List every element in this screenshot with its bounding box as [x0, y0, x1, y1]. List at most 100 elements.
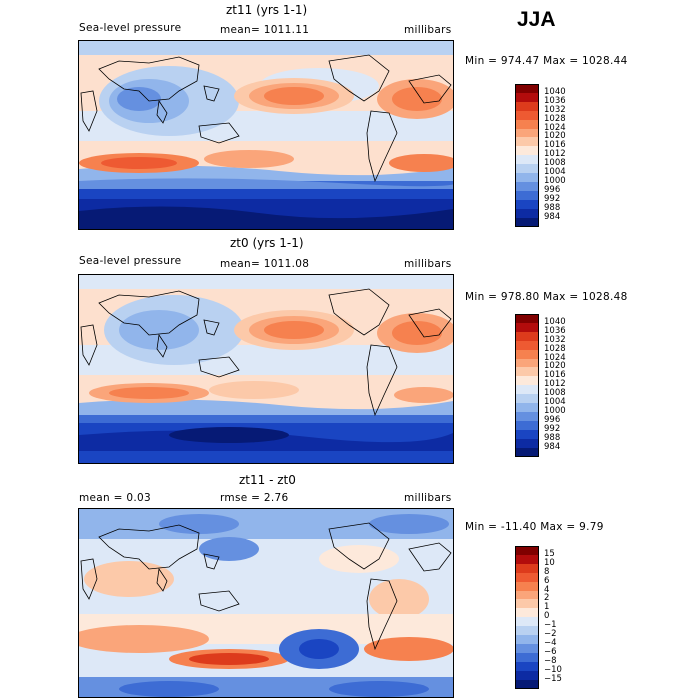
colorbar-tick-label: 1016: [544, 370, 566, 381]
panel3-mean-label: mean = 0.03: [79, 492, 151, 504]
colorbar-swatch: [515, 403, 539, 413]
colorbar-swatch: [515, 563, 539, 574]
colorbar-tick-label: −6: [544, 646, 557, 657]
colorbar-swatch: [515, 190, 539, 201]
colorbar-tick-label: 1024: [544, 352, 566, 363]
colorbar-tick-label: 1004: [544, 397, 566, 407]
panel2-minmax-label: Min = 978.80 Max = 1028.48: [465, 291, 628, 303]
colorbar-tick-label: 1000: [544, 405, 566, 416]
colorbar-swatch: [515, 546, 539, 556]
panel1-units-label: millibars: [404, 24, 452, 36]
colorbar-tick-label: 1028: [544, 343, 566, 354]
colorbar-swatch: [515, 554, 539, 565]
season-label: JJA: [517, 8, 556, 31]
colorbar-swatch: [515, 110, 539, 121]
colorbar-swatch: [515, 314, 539, 324]
colorbar-swatch: [515, 137, 539, 147]
panel1-field-label: Sea-level pressure: [79, 22, 182, 34]
colorbar-swatch: [515, 420, 539, 431]
colorbar-tick-label: 992: [544, 193, 561, 204]
colorbar-tick-label: 996: [544, 414, 561, 425]
colorbar-swatch: [515, 146, 539, 156]
colorbar-swatch: [515, 358, 539, 368]
colorbar-swatch: [515, 429, 539, 440]
colorbar-tick-label: 1040: [544, 316, 566, 327]
colorbar-tick-label: 0: [544, 611, 550, 622]
colorbar-swatch: [515, 447, 539, 457]
colorbar-tick-label: 1012: [544, 379, 566, 390]
panel2-title: zt0 (yrs 1-1): [230, 236, 304, 250]
colorbar-tick-label: 992: [544, 423, 561, 434]
colorbar-swatch: [515, 679, 539, 689]
colorbar-tick-label: 4: [544, 584, 550, 595]
colorbar-tick-label: 1032: [544, 104, 566, 115]
colorbar-swatch: [515, 181, 539, 192]
colorbar-tick-label: 988: [544, 432, 561, 443]
colorbar-swatch: [515, 367, 539, 377]
colorbar-swatch: [515, 643, 539, 654]
colorbar-swatch: [515, 652, 539, 663]
colorbar-tick-label: −4: [544, 637, 557, 648]
colorbar-tick-label: 1020: [544, 361, 566, 372]
panel1-map: [78, 40, 454, 230]
colorbar-swatch: [515, 590, 539, 600]
colorbar-swatch: [515, 438, 539, 448]
colorbar-tick-label: 1004: [544, 167, 566, 177]
colorbar-tick-label: 8: [544, 566, 550, 577]
colorbar-swatch: [515, 173, 539, 183]
colorbar-tick-label: 1020: [544, 131, 566, 142]
colorbar-tick-label: 1024: [544, 122, 566, 133]
colorbar-tick-label: 1012: [544, 149, 566, 160]
panel1-title: zt11 (yrs 1-1): [226, 3, 308, 17]
colorbar-tick-label: 1008: [544, 388, 566, 399]
panel2-map: [78, 274, 454, 464]
colorbar-swatch: [515, 217, 539, 227]
panel3-title: zt11 - zt0: [239, 473, 296, 487]
panel3-minmax-label: Min = -11.40 Max = 9.79: [465, 521, 604, 533]
colorbar-tick-label: 1036: [544, 95, 566, 106]
colorbar-tick-label: 2: [544, 593, 550, 604]
colorbar-swatch: [515, 626, 539, 636]
colorbar-tick-label: 996: [544, 184, 561, 195]
colorbar-swatch: [515, 581, 539, 591]
colorbar-swatch: [515, 155, 539, 165]
colorbar-swatch: [515, 199, 539, 210]
colorbar-tick-label: 984: [544, 441, 561, 452]
colorbar-swatch: [515, 385, 539, 395]
panel1-minmax-label: Min = 974.47 Max = 1028.44: [465, 55, 628, 67]
colorbar-swatch: [515, 617, 539, 627]
panel2-field-label: Sea-level pressure: [79, 255, 182, 267]
panel3-rmse-label: rmse = 2.76: [220, 492, 289, 504]
colorbar-swatch: [515, 208, 539, 218]
panel1-mean-label: mean= 1011.11: [220, 24, 310, 36]
colorbar-tick-label: 10: [544, 557, 555, 568]
colorbar-tick-label: 1000: [544, 175, 566, 186]
colorbar-swatch: [515, 92, 539, 103]
colorbar-swatch: [515, 164, 539, 174]
colorbar-swatch: [515, 119, 539, 129]
colorbar-tick-label: −1: [544, 620, 557, 631]
panel2-mean-label: mean= 1011.08: [220, 258, 310, 270]
colorbar-swatch: [515, 608, 539, 618]
colorbar-swatch: [515, 128, 539, 138]
colorbar-tick-label: 6: [544, 575, 550, 586]
colorbar-tick-label: 1016: [544, 140, 566, 151]
colorbar-swatch: [515, 635, 539, 645]
colorbar-swatch: [515, 599, 539, 609]
colorbar-swatch: [515, 101, 539, 112]
panel3-map: [78, 508, 454, 698]
colorbar-tick-label: 988: [544, 202, 561, 213]
colorbar-tick-label: −15: [544, 673, 562, 684]
colorbar-tick-label: −8: [544, 655, 557, 666]
colorbar-tick-label: 1028: [544, 113, 566, 124]
colorbar-swatch: [515, 349, 539, 359]
colorbar-tick-label: 15: [544, 548, 555, 559]
colorbar-tick-label: 1: [544, 602, 550, 613]
colorbar-tick-label: −10: [544, 664, 562, 675]
colorbar-swatch: [515, 670, 539, 680]
colorbar-swatch: [515, 340, 539, 351]
colorbar-swatch: [515, 84, 539, 94]
panel3-units-label: millibars: [404, 492, 452, 504]
colorbar-tick-label: 1008: [544, 158, 566, 169]
colorbar-swatch: [515, 394, 539, 404]
